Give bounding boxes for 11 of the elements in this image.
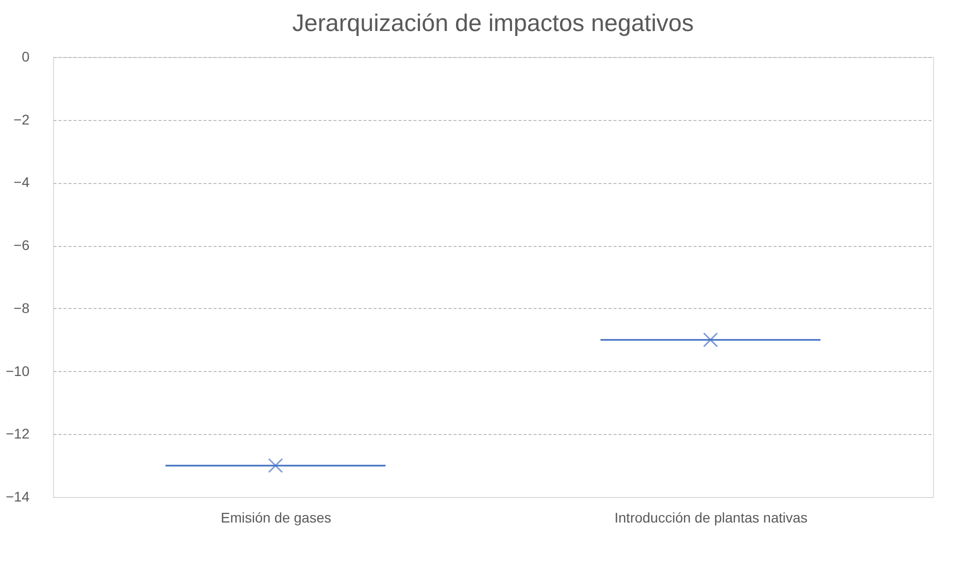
y-tick-label: −4: [14, 174, 30, 190]
y-tick-label: 0: [22, 48, 30, 64]
y-tick-label: −10: [6, 362, 30, 379]
x-tick-label: Introducción de plantas nativas: [614, 510, 808, 526]
y-tick-label: −8: [14, 300, 30, 316]
y-tick-label: −2: [14, 111, 30, 128]
y-tick-label: −6: [14, 237, 30, 254]
y-tick-label: −14: [6, 488, 30, 504]
chart-title: Jerarquización de impactos negativos: [292, 10, 694, 37]
y-tick-label: −12: [6, 426, 30, 442]
x-tick-label: Emisión de gases: [220, 510, 332, 526]
